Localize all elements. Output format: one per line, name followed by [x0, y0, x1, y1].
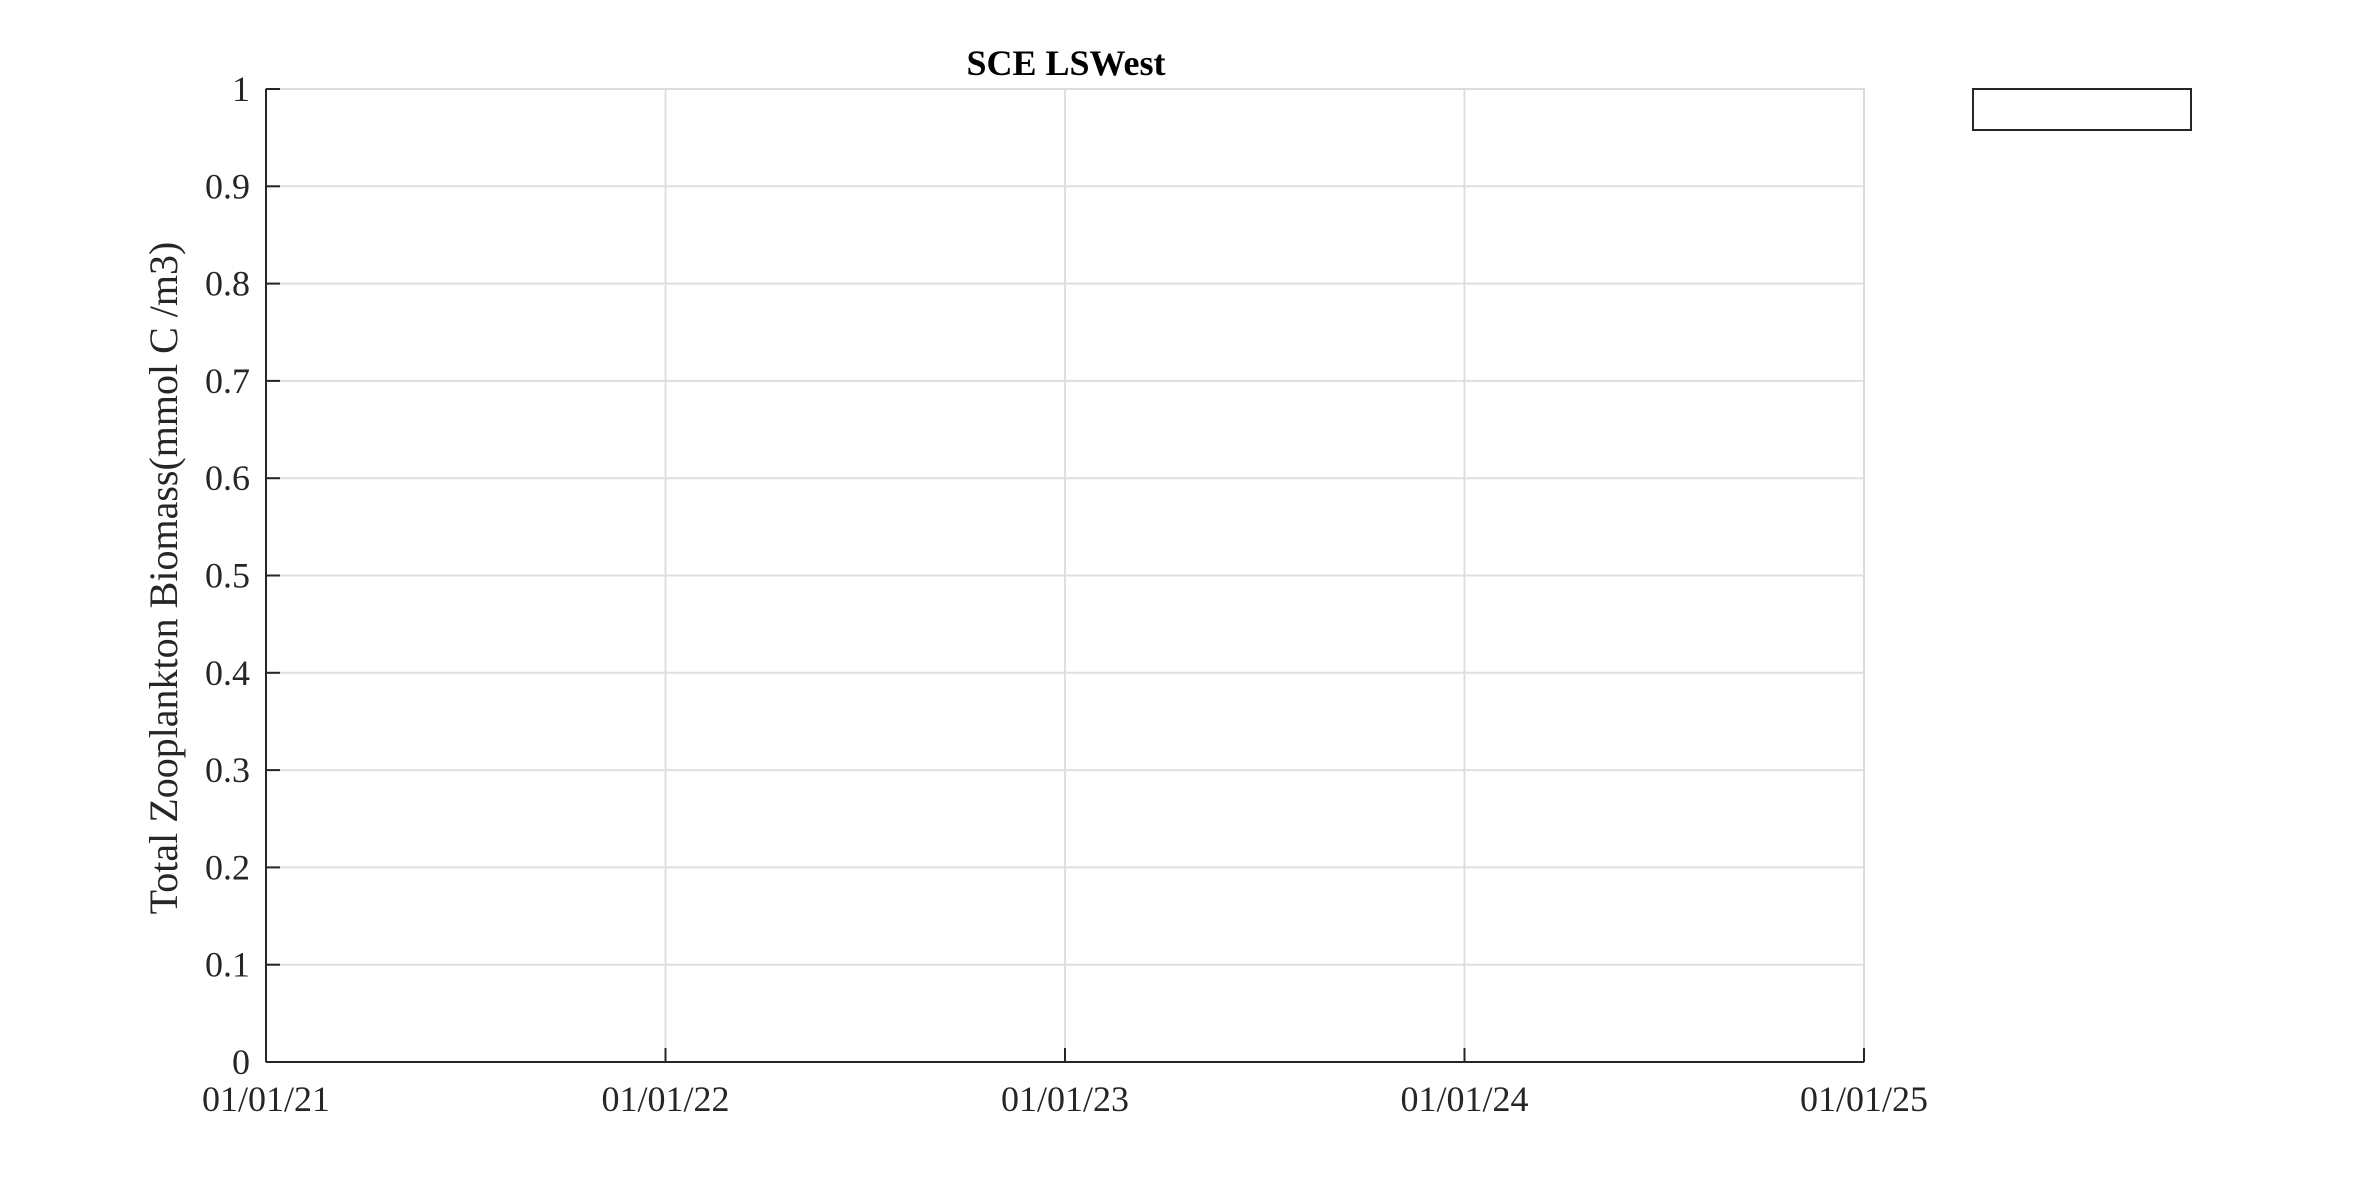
tick-labels: 0 0.1 0.2 0.3 0.4 0.5 0.6 0.7 0.8 0.9 1 01/01/21 01/…	[202, 69, 1928, 1119]
y-tick-label: 0.9	[205, 166, 250, 206]
x-tick-label: 01/01/21	[202, 1079, 330, 1119]
y-tick-label: 0.7	[205, 361, 250, 401]
tick-marks	[265, 88, 1865, 1063]
y-tick-label: 0.3	[205, 750, 250, 790]
y-axis-label: Total Zooplankton Biomass(mmol C /m3)	[141, 242, 186, 915]
y-tick-label: 0.2	[205, 847, 250, 887]
y-tick-label: 0.6	[205, 458, 250, 498]
x-tick-label: 01/01/23	[1001, 1079, 1129, 1119]
x-tick-label: 01/01/22	[601, 1079, 729, 1119]
grid-lines	[266, 89, 1864, 1062]
legend-box	[1972, 88, 2192, 131]
y-tick-label: 0.1	[205, 945, 250, 985]
y-tick-label: 0.4	[205, 653, 250, 693]
x-tick-label: 01/01/25	[1800, 1079, 1928, 1119]
chart-title: SCE LSWest	[966, 43, 1165, 83]
y-tick-label: 1	[232, 69, 250, 109]
y-tick-label: 0.8	[205, 264, 250, 304]
x-tick-label: 01/01/24	[1400, 1079, 1528, 1119]
y-tick-label: 0	[232, 1042, 250, 1082]
y-tick-label: 0.5	[205, 556, 250, 596]
